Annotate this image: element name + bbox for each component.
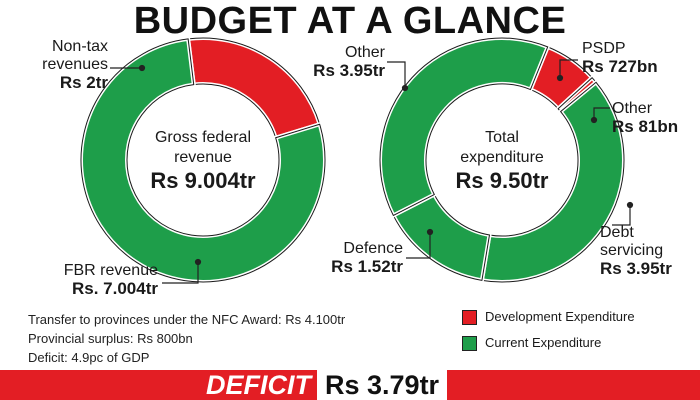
label-other-current: Other Rs 3.95tr — [300, 44, 385, 80]
revenue-center-label: Gross federal revenue — [154, 129, 252, 166]
label-psdp-name: PSDP — [582, 40, 626, 57]
expenditure-center: Total expenditure Rs 9.50tr — [437, 128, 567, 194]
leader-line-psdp — [559, 59, 578, 78]
expenditure-center-value: Rs 9.50tr — [455, 168, 549, 193]
legend-item-current: Current Expenditure — [462, 335, 635, 351]
legend-item-development: Development Expenditure — [462, 309, 635, 325]
deficit-label: DEFICIT — [206, 370, 311, 400]
label-other-dev-name: Other — [612, 100, 653, 117]
leader-dot-fbr — [194, 258, 202, 266]
slice-outline-0-1 — [80, 38, 326, 283]
deficit-banner-content: DEFICIT Rs 3.79tr — [200, 370, 448, 400]
label-psdp: PSDP Rs 727bn — [582, 40, 672, 76]
label-other-dev: Other Rs 81bn — [612, 100, 698, 136]
deficit-value: Rs 3.79tr — [317, 370, 448, 400]
leader-line-other-small — [593, 107, 610, 120]
leader-line-defence — [406, 232, 431, 259]
revenue-donut — [79, 36, 327, 284]
label-defence: Defence Rs 1.52tr — [308, 240, 403, 276]
leader-dot-other-top — [401, 84, 409, 92]
label-debt-value: Rs 3.95tr — [600, 259, 672, 278]
leader-dot-psdp — [556, 74, 564, 82]
leader-dot-debt — [626, 201, 634, 209]
leader-dot-other-small — [590, 116, 598, 124]
label-fbr-name: FBR revenue — [63, 262, 158, 279]
label-psdp-value: Rs 727bn — [582, 57, 658, 76]
leader-line-other-top — [387, 61, 406, 88]
revenue-center: Gross federal revenue Rs 9.004tr — [133, 128, 273, 194]
page-title: BUDGET AT A GLANCE — [133, 0, 567, 42]
label-nontax-value: Rs 2tr — [59, 73, 108, 92]
revenue-center-value: Rs 9.004tr — [150, 168, 256, 193]
label-fbr: FBR revenue Rs. 7.004tr — [28, 262, 158, 298]
slice-outline-1-2 — [481, 81, 625, 283]
label-defence-value: Rs 1.52tr — [331, 257, 403, 276]
legend-swatch-development — [462, 309, 477, 325]
note-provincial: Provincial surplus: Rs 800bn — [28, 331, 193, 346]
label-other-dev-value: Rs 81bn — [612, 117, 679, 136]
leader-dot-defence — [426, 228, 434, 236]
leader-line-debt — [612, 205, 631, 226]
label-nontax: Non-tax revenues Rs 2tr — [8, 38, 108, 92]
expenditure-donut — [378, 36, 626, 284]
label-debt-name: Debt servicing — [600, 224, 664, 259]
label-other-current-name: Other — [344, 44, 385, 61]
expenditure-center-label: Total expenditure — [460, 129, 544, 166]
label-defence-name: Defence — [343, 240, 403, 257]
note-nfc: Transfer to provinces under the NFC Awar… — [28, 312, 346, 327]
slice-outline-1-4 — [379, 37, 549, 217]
leader-lines — [110, 59, 634, 284]
legend-label-current: Current Expenditure — [485, 335, 602, 350]
label-fbr-value: Rs. 7.004tr — [72, 279, 158, 298]
leader-dot-nontax — [138, 64, 146, 72]
label-debt: Debt servicing Rs 3.95tr — [600, 224, 696, 278]
donut-charts — [79, 36, 634, 284]
legend-swatch-current — [462, 335, 477, 351]
leader-line-fbr — [162, 262, 199, 284]
label-other-current-value: Rs 3.95tr — [313, 61, 385, 80]
notes: Transfer to provinces under the NFC Awar… — [28, 310, 345, 367]
label-nontax-name: Non-tax revenues — [42, 38, 108, 73]
legend-label-development: Development Expenditure — [485, 309, 635, 324]
legend: Development Expenditure Current Expendit… — [462, 309, 635, 361]
note-deficit-gdp: Deficit: 4.9pc of GDP — [28, 350, 150, 365]
